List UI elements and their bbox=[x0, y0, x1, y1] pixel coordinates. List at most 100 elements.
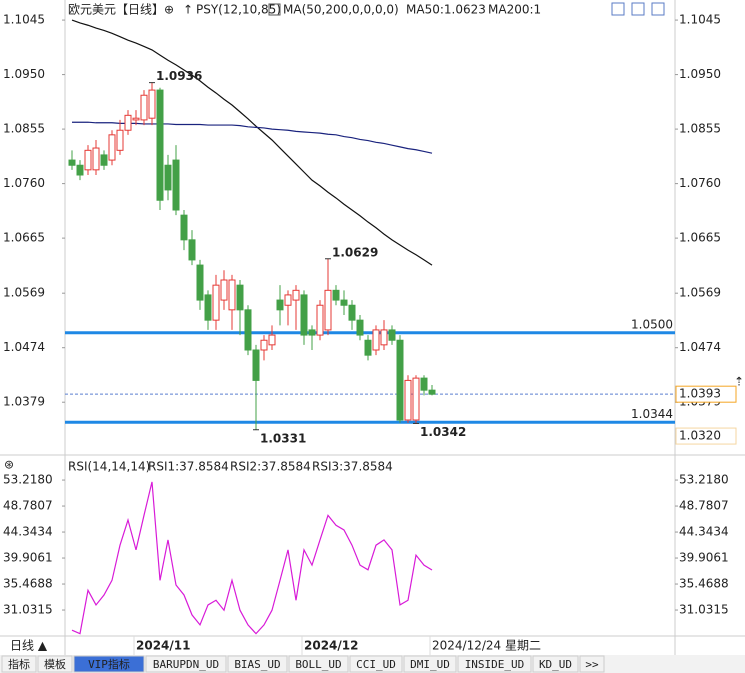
legend-entry: MA50:1.0623 bbox=[406, 3, 486, 17]
candle-body bbox=[404, 379, 412, 421]
y-tick-label: 31.0315 bbox=[3, 603, 53, 617]
axis-marker-box bbox=[675, 427, 737, 445]
y-tick-label: 1.0474 bbox=[3, 340, 45, 354]
candle-body bbox=[420, 377, 428, 391]
y2-tick-label: 31.0315 bbox=[679, 603, 729, 617]
candle-body bbox=[324, 289, 332, 331]
candle-body bbox=[196, 264, 204, 301]
y-tick-label: 35.4688 bbox=[3, 577, 53, 591]
candle-body bbox=[188, 239, 196, 261]
tab[interactable] bbox=[403, 655, 457, 673]
candle-body bbox=[68, 159, 76, 166]
candle-body bbox=[116, 129, 124, 151]
tab[interactable] bbox=[532, 655, 579, 673]
y-tick-label: 1.0855 bbox=[3, 122, 45, 136]
candle-body bbox=[148, 89, 156, 119]
candle-body bbox=[92, 147, 100, 171]
rsi-title: RSI(14,14,14) bbox=[68, 460, 150, 474]
y-tick-label: 53.2180 bbox=[3, 473, 53, 487]
candle-body bbox=[300, 294, 308, 336]
tab-label[interactable]: 指标 bbox=[8, 657, 30, 671]
icon: ⊕ bbox=[164, 3, 174, 17]
y-tick-label: 1.0665 bbox=[3, 231, 45, 245]
last-price-box bbox=[675, 385, 737, 403]
y2-tick-label: 1.0950 bbox=[679, 67, 721, 81]
toolbar-icons bbox=[611, 2, 665, 16]
candle-body bbox=[180, 214, 188, 241]
candle-body bbox=[164, 164, 172, 191]
icon[interactable] bbox=[631, 2, 645, 16]
tab-label[interactable]: BARUPDN_UD bbox=[153, 658, 219, 671]
rsi-line bbox=[71, 481, 433, 635]
y-tick-label: 48.7807 bbox=[3, 499, 53, 513]
tab[interactable] bbox=[227, 655, 288, 673]
candle-body bbox=[244, 309, 252, 351]
candle-body bbox=[140, 94, 148, 121]
candle-body bbox=[340, 299, 348, 306]
y2-tick-label: 1.1045 bbox=[679, 13, 721, 27]
y-tick-label: 1.0950 bbox=[3, 67, 45, 81]
tab[interactable] bbox=[145, 655, 227, 673]
high-label: 1.0936 bbox=[156, 69, 202, 83]
candle-body bbox=[284, 294, 292, 306]
candle-body bbox=[380, 329, 388, 346]
y2-tick-label: 1.0855 bbox=[679, 122, 721, 136]
y2-tick-label: 39.9061 bbox=[679, 551, 729, 565]
candle-body bbox=[132, 117, 140, 121]
candle-body bbox=[292, 289, 300, 301]
candle-body bbox=[108, 134, 116, 161]
legend-entry: RSI1:37.8584 bbox=[148, 460, 229, 474]
y2-tick-label: 1.0665 bbox=[679, 231, 721, 245]
price-arrow: ⇡ bbox=[734, 375, 744, 389]
candle-body bbox=[308, 329, 316, 336]
candle-body bbox=[316, 304, 324, 336]
tab-label[interactable]: DMI_UD bbox=[410, 658, 450, 671]
y2-tick-label: 53.2180 bbox=[679, 473, 729, 487]
candle-body bbox=[260, 339, 268, 351]
y2-tick-label: 44.3434 bbox=[679, 525, 729, 539]
candle-body bbox=[388, 329, 396, 341]
y2-tick-label: 35.4688 bbox=[679, 577, 729, 591]
candle-body bbox=[372, 329, 380, 351]
indicator-label: PSY(12,10,85) bbox=[196, 3, 281, 17]
tab-label[interactable]: >> bbox=[585, 658, 599, 671]
horizontal-line-label: 1.0344 bbox=[631, 407, 673, 421]
candle-body bbox=[252, 349, 260, 381]
tab[interactable] bbox=[37, 655, 73, 673]
tab-label[interactable]: VIP指标 bbox=[88, 657, 130, 671]
indicator-label: MA(50,200,0,0,0,0) bbox=[283, 3, 399, 17]
candle-body bbox=[156, 89, 164, 201]
y-tick-label: 1.1045 bbox=[3, 13, 45, 27]
tab-label[interactable]: KD_UD bbox=[539, 658, 572, 671]
y-tick-label: 1.0569 bbox=[3, 286, 45, 300]
icon[interactable] bbox=[651, 2, 665, 16]
y2-tick-label: 48.7807 bbox=[679, 499, 729, 513]
candle-body bbox=[212, 284, 220, 321]
candle-body bbox=[396, 339, 404, 421]
icon[interactable] bbox=[611, 2, 625, 16]
tab[interactable] bbox=[1, 655, 37, 673]
candle-body bbox=[332, 289, 340, 301]
low-label: 1.0331 bbox=[260, 431, 306, 445]
tab[interactable] bbox=[349, 655, 403, 673]
tab[interactable] bbox=[73, 655, 145, 673]
y2-tick-label: 1.0760 bbox=[679, 176, 721, 190]
x-tick-label: 2024/12 bbox=[304, 639, 358, 653]
period-button[interactable]: 日线 ▲ bbox=[10, 639, 48, 653]
tab-label[interactable]: BIAS_UD bbox=[234, 658, 280, 671]
y-tick-label: 1.0760 bbox=[3, 176, 45, 190]
moving-average-line bbox=[71, 19, 433, 266]
y-tick-label: 39.9061 bbox=[3, 551, 53, 565]
legend-entry: MA200:1 bbox=[488, 3, 541, 17]
tab-label[interactable]: INSIDE_UD bbox=[465, 658, 525, 671]
tab-label[interactable]: BOLL_UD bbox=[295, 658, 341, 671]
tab[interactable] bbox=[288, 655, 349, 673]
header-text: 欧元美元 bbox=[68, 3, 116, 17]
horizontal-line-label: 1.0500 bbox=[631, 317, 673, 331]
tab[interactable] bbox=[457, 655, 532, 673]
tab-label[interactable]: 模板 bbox=[44, 657, 66, 671]
candle-body bbox=[356, 319, 364, 336]
tab-label[interactable]: CCI_UD bbox=[356, 658, 396, 671]
tab[interactable] bbox=[579, 655, 605, 673]
